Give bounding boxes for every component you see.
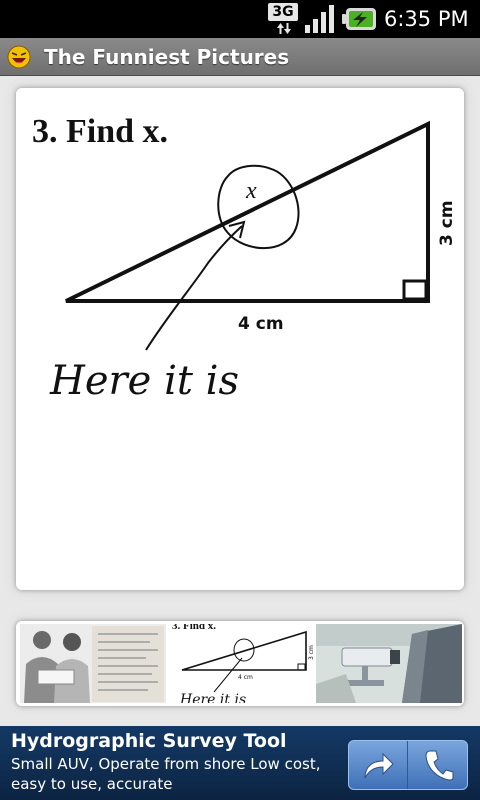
3g-data-icon: 3G — [268, 3, 298, 35]
ad-call-button[interactable] — [409, 741, 467, 789]
main-picture-card[interactable]: 3. Find x. x 3 cm 4 cm Here it is — [16, 88, 464, 590]
share-arrow-icon — [364, 752, 394, 779]
security-camera-thumbnail[interactable] — [316, 624, 462, 703]
arrow-head — [228, 220, 246, 239]
side-label-horizontal: 4 cm — [238, 314, 284, 334]
main-picture[interactable]: 3. Find x. x 3 cm 4 cm Here it is — [16, 88, 464, 590]
data-arrows-icon — [277, 23, 291, 34]
triangle-shape — [65, 120, 430, 303]
phone-icon — [424, 750, 453, 781]
handwritten-answer: Here it is — [49, 358, 239, 404]
ad-title[interactable]: Hydrographic Survey Tool — [11, 730, 287, 752]
app-title: The Funniest Pictures — [44, 45, 290, 69]
thumbnail-strip[interactable]: 3. Find x. 3 cm 4 cm Here it is — [16, 621, 464, 706]
thumb-side-horizontal: 4 cm — [238, 674, 253, 681]
laughing-face-icon — [7, 45, 31, 69]
security-camera-picture — [316, 624, 462, 703]
network-label: 3G — [268, 3, 298, 21]
ad-description-line-1: Small AUV, Operate from shore Low cost, — [11, 755, 321, 773]
side-label-vertical: 3 cm — [437, 200, 457, 246]
ad-description-line-2: easy to use, accurate — [11, 775, 173, 793]
ad-action-buttons — [348, 740, 468, 790]
status-time: 6:35 PM — [384, 7, 469, 31]
right-angle-mark — [402, 279, 428, 301]
problem-heading: 3. Find x. — [32, 113, 168, 150]
thumb-handwritten-answer: Here it is — [179, 692, 246, 703]
thumb-heading: 3. Find x. — [172, 624, 216, 632]
couple-reading-picture — [20, 624, 166, 703]
signal-icon — [305, 5, 334, 33]
find-x-thumbnail[interactable]: 3. Find x. 3 cm 4 cm Here it is — [166, 621, 316, 706]
arrow-line — [145, 225, 243, 351]
circle-around-x — [217, 164, 300, 250]
variable-x: x — [245, 178, 257, 204]
ad-share-button[interactable] — [349, 741, 408, 789]
status-bar: 3G 6:35 PM — [0, 0, 480, 38]
app-title-bar: The Funniest Pictures — [0, 38, 480, 76]
couple-reading-thumbnail[interactable] — [20, 624, 166, 703]
find-x-picture: 3. Find x. 3 cm 4 cm Here it is — [166, 621, 316, 706]
battery-charging-icon — [342, 8, 376, 30]
thumb-side-vertical: 3 cm — [308, 645, 315, 660]
